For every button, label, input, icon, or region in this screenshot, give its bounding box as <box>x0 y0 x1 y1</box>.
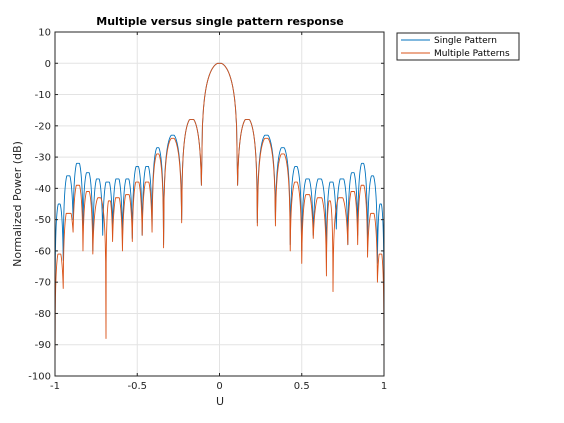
x-tick-label: 0.5 <box>294 381 310 392</box>
legend-box <box>396 32 520 61</box>
legend-label-multiple-patterns: Multiple Patterns <box>434 49 510 59</box>
series-line-multiple-patterns <box>54 62 385 377</box>
tick-marks <box>54 31 385 377</box>
x-axis-label: U <box>216 395 224 408</box>
y-tick-label: -30 <box>35 153 51 164</box>
y-tick-label: -50 <box>35 215 51 226</box>
y-tick-label: 10 <box>38 28 51 39</box>
legend-label-single-pattern: Single Pattern <box>434 36 497 46</box>
x-tick-label: 0 <box>216 381 222 392</box>
y-tick-labels: 10 0 -10 -20 -30 -40 -50 -60 -70 -80 -90 -100 <box>28 28 51 383</box>
y-tick-label: -100 <box>28 372 51 383</box>
x-tick-label: -0.5 <box>127 381 147 392</box>
y-tick-label: -20 <box>35 121 51 132</box>
y-tick-label: -90 <box>35 340 51 351</box>
y-axis-label: Normalized Power (dB) <box>11 141 24 267</box>
x-tick-label: -1 <box>50 381 60 392</box>
y-tick-label: -60 <box>35 246 51 257</box>
x-tick-labels: -1 -0.5 0 0.5 1 <box>50 381 387 392</box>
y-tick-label: -10 <box>35 90 51 101</box>
y-tick-label: -40 <box>35 184 51 195</box>
y-tick-label: 0 <box>45 59 51 70</box>
series-lines <box>54 62 385 377</box>
y-tick-label: -70 <box>35 278 51 289</box>
x-tick-label: 1 <box>381 381 387 392</box>
y-tick-label: -80 <box>35 309 51 320</box>
legend[interactable]: Single Pattern Multiple Patterns <box>396 32 520 61</box>
chart-title: Multiple versus single pattern response <box>96 15 343 28</box>
